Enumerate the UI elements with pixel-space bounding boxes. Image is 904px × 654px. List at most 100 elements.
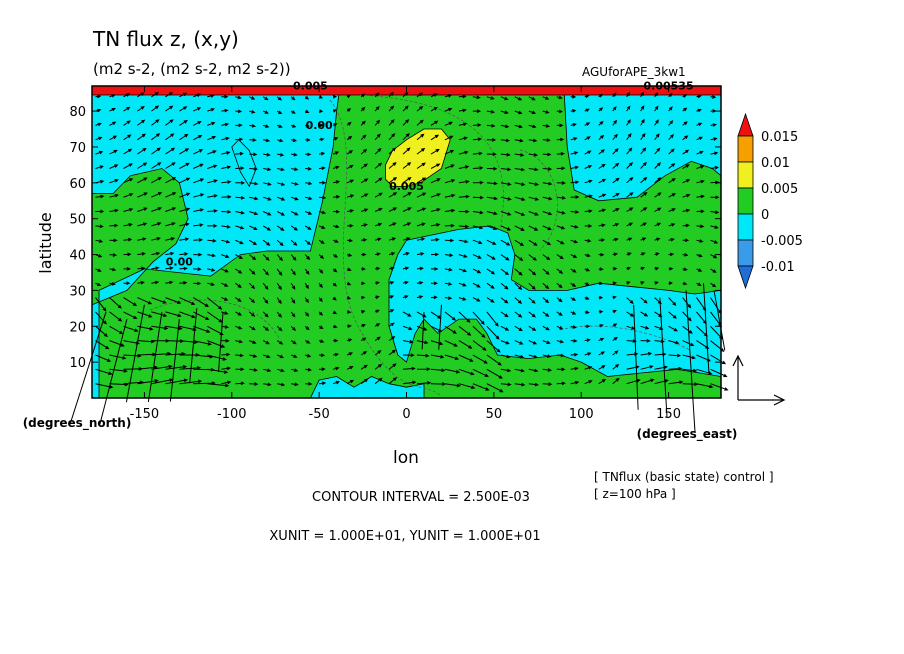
- flux-vector-915: [304, 95, 310, 100]
- flux-vector-190: [235, 325, 243, 330]
- flux-vector-754: [570, 151, 579, 155]
- legend-note-1: [ TNflux (basic state) control ]: [594, 470, 774, 484]
- flux-vector-934: [570, 94, 577, 99]
- flux-vector-353: [626, 281, 631, 285]
- flux-vector-421: [318, 254, 325, 259]
- flux-vector-796: [528, 138, 538, 143]
- flux-vector-881: [458, 108, 467, 113]
- flux-vector-266: [668, 311, 677, 319]
- flux-vector-820: [235, 123, 243, 128]
- flux-vector-907: [193, 93, 202, 98]
- flux-vector-123: [556, 353, 565, 358]
- flux-vector-547: [193, 208, 205, 212]
- flux-vector-658: [486, 181, 498, 186]
- flux-vector-242: [332, 310, 338, 315]
- flux-vector-181: [109, 325, 124, 335]
- flux-vector-17: [332, 380, 341, 385]
- flux-vector-479: [500, 239, 511, 246]
- flux-vector-910: [235, 95, 242, 100]
- flux-vector-933: [556, 95, 563, 100]
- flux-vector-349: [570, 282, 577, 287]
- flux-vector-760: [654, 147, 661, 155]
- flux-vector-925: [444, 94, 453, 98]
- flux-vector-303: [556, 297, 563, 303]
- flux-vector-457: [193, 238, 204, 242]
- flux-vector-954: [633, 304, 639, 410]
- flux-vector-440: [584, 253, 591, 258]
- flux-vector-772: [193, 134, 203, 141]
- flux-vector-878: [416, 105, 424, 112]
- flux-vector-299: [500, 297, 509, 304]
- flux-vector-205: [444, 325, 457, 334]
- flux-vector-394: [570, 268, 577, 273]
- flux-vector-875: [374, 105, 380, 112]
- colorbar-label-4: -0.005: [761, 234, 803, 249]
- flux-vector-200: [374, 323, 381, 327]
- flux-vector-821: [249, 124, 257, 128]
- flux-vector-425: [374, 252, 381, 256]
- flux-vector-920: [374, 92, 380, 98]
- flux-vector-420: [304, 254, 311, 261]
- flux-vector-689: [291, 167, 299, 171]
- flux-vector-555: [305, 211, 313, 215]
- flux-vector-352: [612, 281, 618, 286]
- flux-vector-664: [570, 180, 580, 185]
- flux-vector-783: [346, 135, 353, 141]
- flux-vector-209: [500, 325, 510, 331]
- flux-vector-525: [514, 225, 525, 231]
- flux-vector-427: [402, 251, 410, 256]
- flux-vector-433: [486, 254, 496, 260]
- flux-vector-656: [458, 179, 470, 184]
- flux-vector-30: [514, 382, 526, 387]
- y-tick-label-0: 10: [69, 356, 86, 371]
- flux-vector-940: [654, 92, 659, 98]
- flux-vector-746: [458, 150, 469, 155]
- flux-vector-439: [570, 254, 578, 258]
- flux-vector-85: [654, 365, 668, 370]
- flux-vector-211: [528, 325, 537, 331]
- flux-vector-816: [179, 119, 188, 126]
- flux-vector-147: [262, 340, 270, 345]
- flux-vector-148: [276, 340, 284, 345]
- flux-vector-725: [165, 147, 176, 155]
- flux-vector-676: [109, 164, 119, 169]
- flux-vector-750: [514, 153, 525, 157]
- flux-vector-614: [500, 196, 512, 201]
- flux-vector-541: [109, 208, 119, 213]
- flux-vector-57: [263, 368, 272, 373]
- flux-vector-647: [332, 180, 341, 184]
- flux-vector-747: [472, 151, 483, 156]
- flux-vector-470: [374, 237, 382, 242]
- flux-vector-696: [388, 162, 397, 169]
- flux-vector-203: [416, 325, 428, 331]
- flux-vector-956: [685, 290, 696, 433]
- flux-vector-688: [277, 167, 285, 172]
- flux-vector-768: [137, 133, 146, 141]
- flux-vector-666: [598, 178, 607, 184]
- flux-vector-874: [360, 106, 366, 112]
- flux-vector-12: [263, 382, 272, 387]
- flux-vector-789: [430, 134, 440, 141]
- flux-vector-873: [346, 108, 352, 112]
- flux-vector-222: [682, 325, 693, 334]
- flux-vector-841: [528, 124, 537, 129]
- flux-vector-307: [612, 295, 617, 300]
- flux-vector-694: [360, 163, 368, 169]
- flux-vector-560: [374, 207, 383, 212]
- flux-vector-354: [640, 281, 645, 285]
- flux-vector-229: [151, 311, 168, 317]
- flux-vector-857: [123, 106, 131, 112]
- flux-vector-109: [360, 351, 368, 356]
- flux-vector-845: [584, 122, 591, 126]
- flux-vector-381: [388, 266, 395, 271]
- flux-vector-100: [235, 353, 244, 358]
- flux-vector-952: [438, 304, 442, 350]
- flux-vector-554: [290, 211, 299, 216]
- flux-vector-437: [542, 254, 551, 261]
- flux-vector-636: [179, 177, 191, 184]
- chart-title: TN flux z, (x,y): [92, 27, 239, 51]
- flux-vector-929: [500, 96, 509, 101]
- flux-vector-581: [668, 208, 676, 212]
- flux-vector-389: [500, 268, 509, 276]
- flux-vector-290: [374, 295, 380, 300]
